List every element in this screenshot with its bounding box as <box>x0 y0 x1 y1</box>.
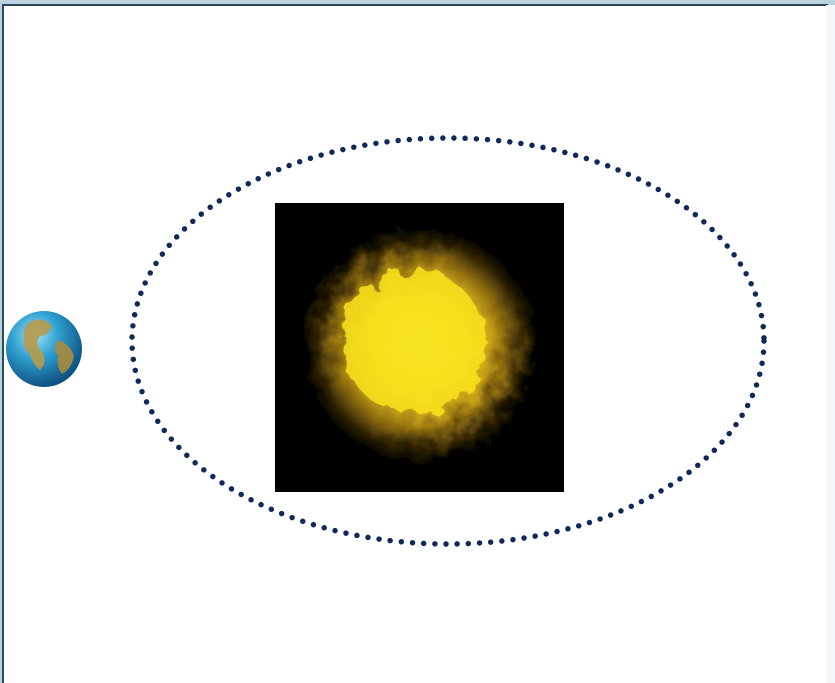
sun-core <box>342 270 486 414</box>
panel-edge <box>826 5 835 683</box>
orbit <box>129 135 767 547</box>
earth-land <box>23 319 52 370</box>
earth-land <box>55 340 74 374</box>
earth <box>6 311 82 387</box>
sun <box>275 203 564 492</box>
